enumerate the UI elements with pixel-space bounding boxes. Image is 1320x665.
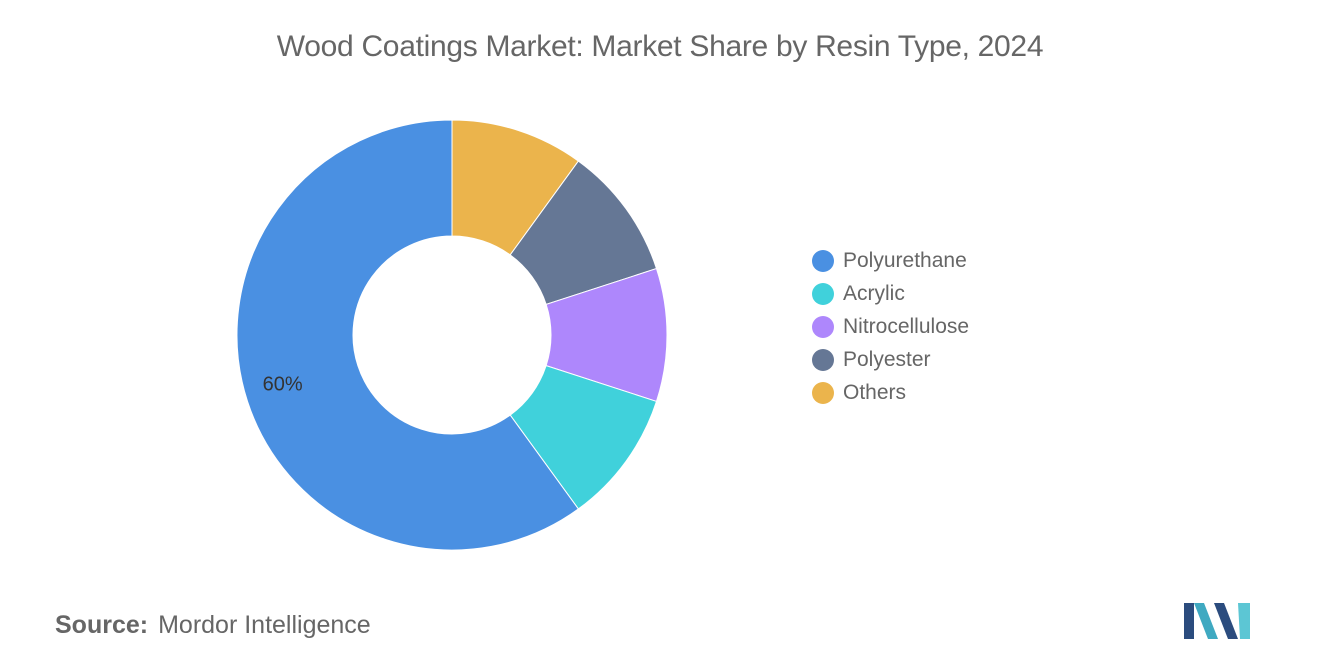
legend-label-acrylic: Acrylic: [843, 281, 905, 305]
legend-label-nitrocellulose: Nitrocellulose: [843, 314, 970, 338]
chart-legend: Polyurethane Acrylic Nitrocellulose Poly…: [812, 244, 969, 409]
source-key: Source:: [55, 611, 149, 639]
logo-shape-right: [1238, 603, 1250, 639]
logo-shape-mid-left: [1194, 603, 1218, 639]
legend-swatch-polyurethane: [812, 249, 834, 272]
legend-item-acrylic[interactable]: Acrylic: [812, 277, 969, 310]
legend-label-others: Others: [843, 380, 907, 404]
data-label-polyurethane: 60%: [263, 374, 303, 396]
legend-item-others[interactable]: Others: [812, 376, 969, 409]
logo-shape-mid-right: [1214, 603, 1238, 639]
legend-label-polyester: Polyester: [843, 347, 931, 371]
source-value: Mordor Intelligence: [158, 611, 371, 639]
donut-slice-polyurethane[interactable]: [236, 119, 580, 551]
source-note: Source: Mordor Intelligence: [55, 611, 371, 640]
legend-swatch-polyester: [812, 348, 834, 371]
legend-label-polyurethane: Polyurethane: [843, 248, 967, 272]
legend-swatch-others: [812, 381, 834, 404]
legend-item-polyester[interactable]: Polyester: [812, 343, 969, 376]
legend-item-nitrocellulose[interactable]: Nitrocellulose: [812, 310, 969, 343]
donut-data-labels: 60%: [263, 374, 303, 396]
legend-item-polyurethane[interactable]: Polyurethane: [812, 244, 969, 277]
mordor-intelligence-logo-icon: [1184, 603, 1250, 639]
donut-slices: [236, 119, 668, 551]
legend-swatch-acrylic: [812, 282, 834, 305]
logo-shape-left: [1184, 603, 1194, 639]
chart-title: Wood Coatings Market: Market Share by Re…: [276, 30, 1044, 63]
legend-swatch-nitrocellulose: [812, 315, 834, 338]
